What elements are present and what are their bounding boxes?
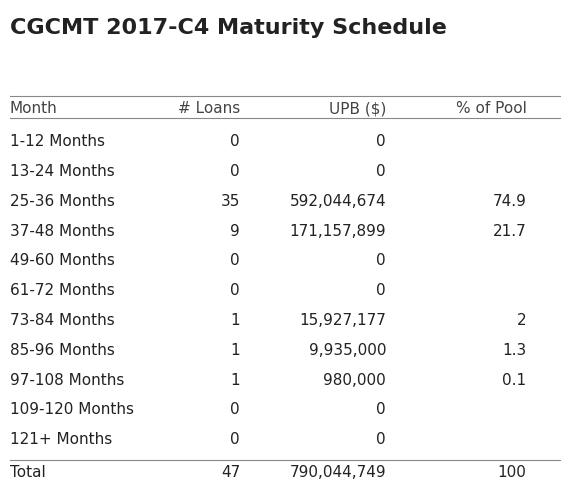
Text: 61-72 Months: 61-72 Months [10, 283, 115, 298]
Text: CGCMT 2017-C4 Maturity Schedule: CGCMT 2017-C4 Maturity Schedule [10, 19, 447, 38]
Text: % of Pool: % of Pool [455, 101, 527, 116]
Text: 0: 0 [376, 134, 386, 149]
Text: 0: 0 [376, 253, 386, 268]
Text: 9: 9 [230, 224, 240, 239]
Text: 73-84 Months: 73-84 Months [10, 313, 115, 328]
Text: 980,000: 980,000 [323, 373, 386, 388]
Text: 0: 0 [376, 402, 386, 417]
Text: 121+ Months: 121+ Months [10, 432, 112, 447]
Text: 0: 0 [230, 283, 240, 298]
Text: 35: 35 [221, 194, 240, 209]
Text: 13-24 Months: 13-24 Months [10, 164, 115, 179]
Text: 97-108 Months: 97-108 Months [10, 373, 124, 388]
Text: 0: 0 [376, 164, 386, 179]
Text: UPB ($): UPB ($) [329, 101, 386, 116]
Text: 0: 0 [376, 432, 386, 447]
Text: 0.1: 0.1 [502, 373, 527, 388]
Text: 0: 0 [230, 164, 240, 179]
Text: 0: 0 [230, 402, 240, 417]
Text: 37-48 Months: 37-48 Months [10, 224, 115, 239]
Text: 1: 1 [230, 373, 240, 388]
Text: 1-12 Months: 1-12 Months [10, 134, 105, 149]
Text: 25-36 Months: 25-36 Months [10, 194, 115, 209]
Text: 21.7: 21.7 [493, 224, 527, 239]
Text: 0: 0 [376, 283, 386, 298]
Text: 1: 1 [230, 343, 240, 358]
Text: 2: 2 [517, 313, 527, 328]
Text: 171,157,899: 171,157,899 [290, 224, 386, 239]
Text: 9,935,000: 9,935,000 [308, 343, 386, 358]
Text: 0: 0 [230, 253, 240, 268]
Text: 109-120 Months: 109-120 Months [10, 402, 134, 417]
Text: 100: 100 [498, 466, 527, 480]
Text: 1: 1 [230, 313, 240, 328]
Text: 47: 47 [221, 466, 240, 480]
Text: 85-96 Months: 85-96 Months [10, 343, 115, 358]
Text: Total: Total [10, 466, 46, 480]
Text: 1.3: 1.3 [502, 343, 527, 358]
Text: 790,044,749: 790,044,749 [290, 466, 386, 480]
Text: 592,044,674: 592,044,674 [290, 194, 386, 209]
Text: 15,927,177: 15,927,177 [299, 313, 386, 328]
Text: # Loans: # Loans [178, 101, 240, 116]
Text: Month: Month [10, 101, 58, 116]
Text: 74.9: 74.9 [492, 194, 527, 209]
Text: 0: 0 [230, 432, 240, 447]
Text: 49-60 Months: 49-60 Months [10, 253, 115, 268]
Text: 0: 0 [230, 134, 240, 149]
